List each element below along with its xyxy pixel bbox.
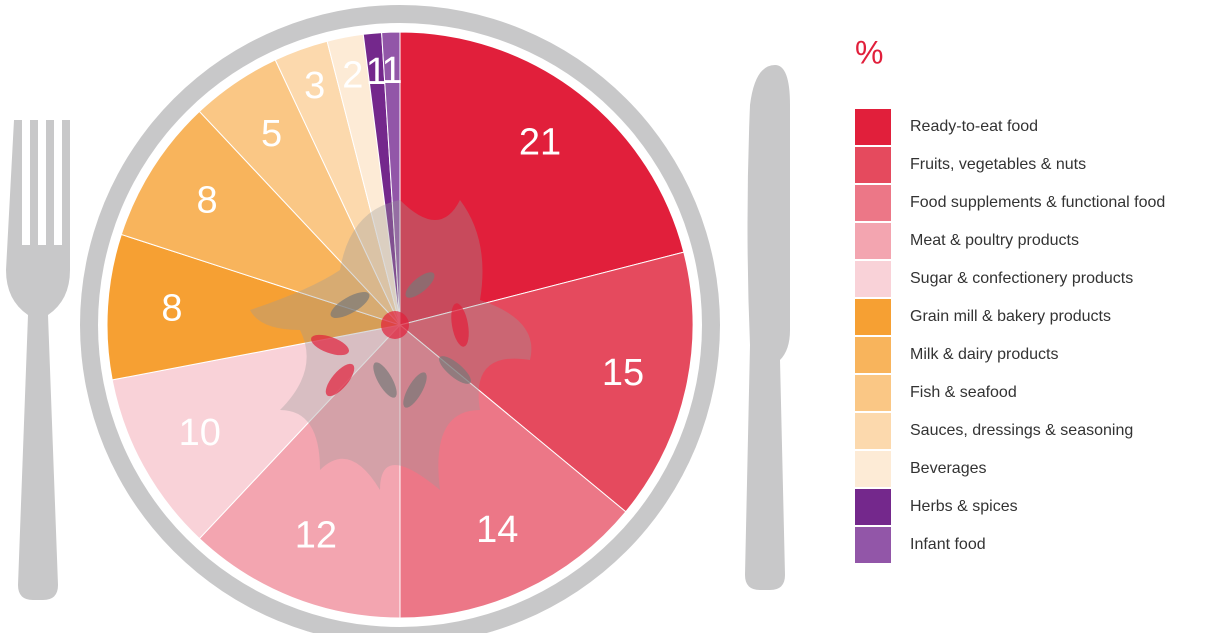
slice-label: 1 [366, 51, 387, 93]
slice-label: 5 [261, 113, 282, 155]
legend-label: Sauces, dressings & seasoning [910, 422, 1133, 439]
fork [6, 120, 70, 600]
slice-label: 15 [602, 352, 644, 394]
slice-label: 3 [304, 65, 325, 107]
legend-label: Beverages [910, 460, 987, 477]
chart-title: % [855, 34, 883, 70]
legend-label: Ready-to-eat food [910, 118, 1038, 135]
pie-slice [399, 323, 627, 619]
legend-label: Fish & seafood [910, 384, 1017, 401]
pie-slice [399, 31, 685, 326]
legend-label: Infant food [910, 536, 986, 553]
legend-label: Sugar & confectionery products [910, 270, 1133, 287]
slice-label: 10 [179, 412, 221, 454]
pie-slice [381, 31, 401, 326]
pie-slice [398, 251, 694, 513]
slice-label: 1 [382, 50, 403, 92]
slice-label: 21 [519, 121, 561, 163]
pie-slice [111, 324, 402, 540]
legend-label: Meat & poultry products [910, 232, 1079, 249]
legend-swatch [855, 375, 891, 411]
legend-label: Food supplements & functional food [910, 194, 1165, 211]
legend-label: Grain mill & bakery products [910, 308, 1111, 325]
pie-slice [198, 323, 401, 619]
pie-slice [120, 110, 401, 326]
legend-swatch [855, 109, 891, 145]
legend-swatch [855, 223, 891, 259]
slice-label: 8 [161, 288, 182, 330]
legend-label: Fruits, vegetables & nuts [910, 156, 1086, 173]
slice-label: 12 [295, 515, 337, 557]
bacterium [250, 200, 532, 490]
slice-label: 2 [342, 55, 363, 97]
legend-swatch [855, 337, 891, 373]
legend-swatch [855, 489, 891, 525]
knife [745, 65, 790, 590]
pie-slice [106, 233, 401, 381]
legend-swatch [855, 451, 891, 487]
legend-swatch [855, 147, 891, 183]
legend-swatch [855, 527, 891, 563]
legend-swatch [855, 185, 891, 221]
legend-label: Milk & dairy products [910, 346, 1059, 363]
legend-swatch [855, 413, 891, 449]
bacterium-dots [311, 272, 471, 408]
legend-swatch [855, 299, 891, 335]
slice-label: 8 [196, 180, 217, 222]
legend-label: Herbs & spices [910, 498, 1018, 515]
legend-swatch [855, 261, 891, 297]
slice-label: 14 [476, 509, 518, 551]
